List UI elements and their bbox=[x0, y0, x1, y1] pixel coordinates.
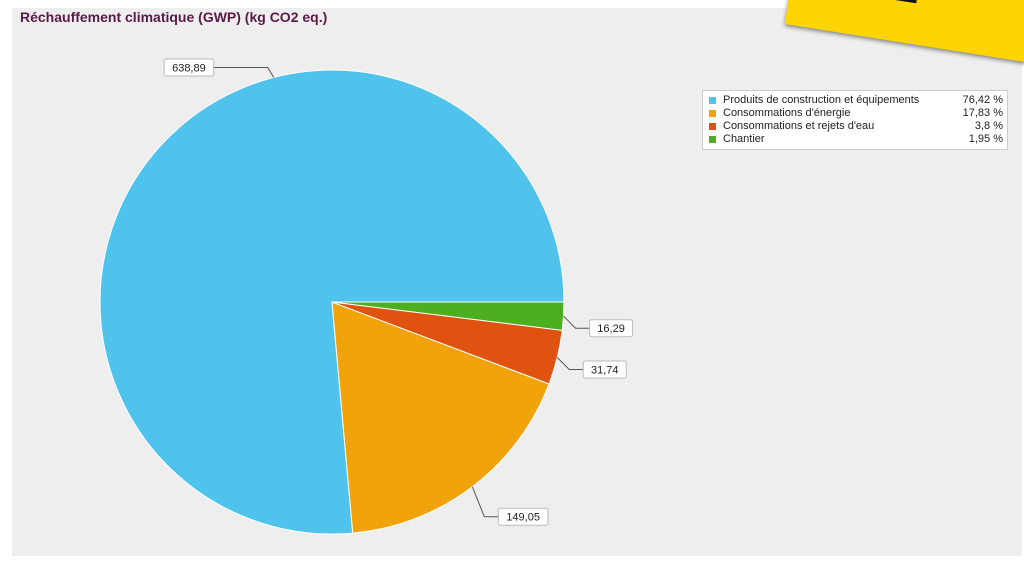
legend-percent: 17,83 % bbox=[962, 107, 1003, 119]
legend-item[interactable]: Consommations et rejets d'eau 3,8 % bbox=[709, 120, 1003, 133]
legend-label: Consommations et rejets d'eau bbox=[723, 120, 875, 132]
legend-percent: 76,42 % bbox=[962, 94, 1003, 106]
data-label: 31,74 bbox=[591, 365, 619, 377]
legend-item[interactable]: Consommations d'énergie 17,83 % bbox=[709, 107, 1003, 120]
legend-swatch bbox=[709, 97, 716, 104]
data-label-box bbox=[589, 319, 634, 338]
pie-slice[interactable] bbox=[331, 301, 565, 331]
data-label-box bbox=[582, 360, 627, 379]
data-label: 149,05 bbox=[506, 512, 540, 524]
legend-swatch bbox=[709, 136, 716, 143]
data-label-box bbox=[163, 58, 215, 77]
data-label-leader bbox=[213, 66, 275, 78]
legend-item[interactable]: Produits de construction et équipements … bbox=[709, 94, 1003, 107]
legend-item[interactable]: Chantier 1,95 % bbox=[709, 133, 1003, 146]
data-label-box bbox=[497, 507, 549, 526]
data-label-leader bbox=[563, 315, 590, 329]
legend-percent: 3,8 % bbox=[974, 120, 1003, 132]
pie-data-labels: 638,89 149,05 31,74 16,29 bbox=[163, 58, 634, 526]
legend-label: Consommations d'énergie bbox=[723, 107, 851, 119]
chart-legend: Produits de construction et équipements … bbox=[702, 90, 1008, 150]
pie-slice[interactable] bbox=[331, 301, 550, 534]
pie-slices bbox=[99, 69, 565, 535]
data-label: 16,29 bbox=[597, 323, 625, 335]
legend-swatch bbox=[709, 110, 716, 117]
legend-label: Produits de construction et équipements bbox=[723, 94, 920, 106]
data-label-leader bbox=[471, 486, 499, 518]
legend-percent: 1,95 % bbox=[968, 133, 1003, 145]
data-label-leader bbox=[556, 357, 584, 371]
banner-text: eau E bbox=[815, 0, 925, 14]
chart-title: Réchauffement climatique (GWP) (kg CO2 e… bbox=[20, 9, 328, 25]
data-label: 638,89 bbox=[172, 62, 206, 74]
legend-swatch bbox=[709, 123, 716, 130]
legend-label: Chantier bbox=[723, 133, 765, 145]
